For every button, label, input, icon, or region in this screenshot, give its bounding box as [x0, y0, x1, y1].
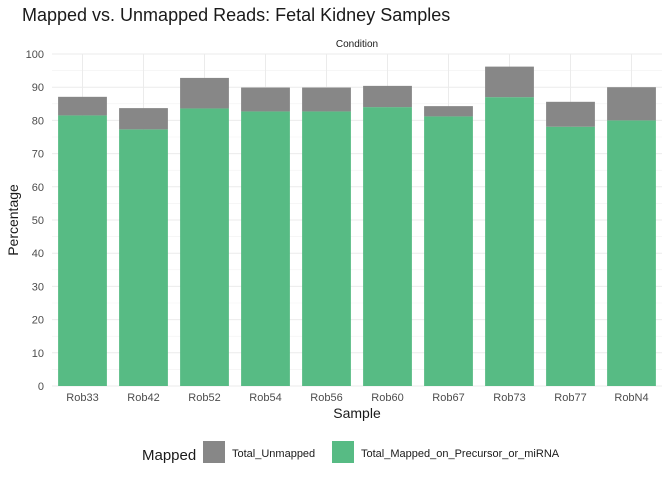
chart-title: Mapped vs. Unmapped Reads: Fetal Kidney … — [22, 5, 451, 25]
y-tick-label: 70 — [32, 149, 44, 161]
y-tick-label: 50 — [32, 215, 44, 227]
bar-unmapped-rob54 — [241, 87, 290, 112]
x-tick-label: Rob54 — [249, 392, 281, 404]
legend-title: Mapped — [142, 447, 197, 464]
bar-unmapped-rob56 — [302, 87, 351, 112]
x-tick-label: Rob56 — [310, 392, 342, 404]
x-tick-label: Rob60 — [371, 392, 403, 404]
bar-mapped-rob42 — [119, 129, 168, 386]
x-tick-label: Rob33 — [66, 392, 98, 404]
x-tick-label: RobN4 — [614, 392, 648, 404]
y-tick-label: 20 — [32, 315, 44, 327]
bar-unmapped-robn4 — [607, 87, 656, 121]
y-tick-label: 60 — [32, 182, 44, 194]
x-tick-label: Rob52 — [188, 392, 220, 404]
legend-swatch-unmapped — [203, 441, 225, 463]
y-tick-label: 10 — [32, 348, 44, 360]
y-axis-title: Percentage — [5, 184, 21, 256]
x-tick-label: Rob42 — [127, 392, 159, 404]
y-tick-label: 30 — [32, 281, 44, 293]
x-axis-title: Sample — [333, 405, 381, 421]
bar-unmapped-rob67 — [424, 106, 473, 117]
legend-label-mapped: Total_Mapped_on_Precursor_or_miRNA — [361, 448, 560, 460]
legend-label-unmapped: Total_Unmapped — [232, 448, 316, 460]
bar-mapped-rob54 — [241, 111, 290, 386]
bar-unmapped-rob42 — [119, 108, 168, 130]
bar-unmapped-rob60 — [363, 85, 412, 108]
bar-unmapped-rob52 — [180, 77, 229, 109]
y-tick-label: 100 — [26, 49, 44, 61]
x-tick-label: Rob77 — [554, 392, 586, 404]
facet-label: Condition — [336, 39, 378, 50]
bar-mapped-rob60 — [363, 107, 412, 387]
y-tick-label: 80 — [32, 115, 44, 127]
x-tick-label: Rob67 — [432, 392, 464, 404]
bar-mapped-rob73 — [485, 97, 534, 386]
bar-mapped-rob67 — [424, 116, 473, 386]
legend-swatch-mapped — [332, 441, 354, 463]
y-tick-label: 40 — [32, 248, 44, 260]
bar-mapped-rob77 — [546, 126, 595, 386]
bar-unmapped-rob73 — [485, 66, 534, 98]
y-tick-label: 90 — [32, 82, 44, 94]
bar-mapped-rob33 — [58, 115, 107, 387]
bar-mapped-rob52 — [180, 108, 229, 386]
legend: Mapped Total_Unmapped Total_Mapped_on_Pr… — [0, 440, 672, 470]
chart-plot: Condition 0 10 20 30 40 50 60 70 80 90 100 Rob33 Rob4… — [5, 39, 662, 421]
x-tick-label: Rob73 — [493, 392, 525, 404]
bar-mapped-rob56 — [302, 111, 351, 386]
bar-unmapped-rob33 — [58, 96, 107, 116]
bar-mapped-robn4 — [607, 120, 656, 387]
y-tick-label: 0 — [38, 381, 44, 393]
bar-unmapped-rob77 — [546, 101, 595, 127]
